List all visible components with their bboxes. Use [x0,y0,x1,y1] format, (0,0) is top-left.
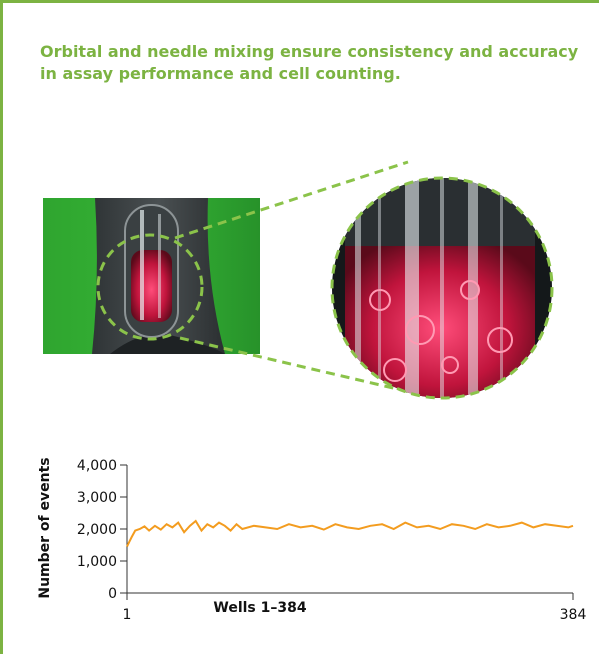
x-tick-label: 384 [560,607,587,623]
y-tick-label: 0 [108,586,117,602]
x-axis-ticks: 1 384 [123,593,587,623]
y-tick-label: 3,000 [77,490,117,506]
y-axis-label: Number of events [37,457,53,599]
headline: Orbital and needle mixing ensure consist… [40,42,579,83]
x-axis-label: Wells 1–384 [213,600,307,616]
x-tick-label: 1 [123,607,132,623]
magnified-well-photo [330,176,554,400]
y-tick-label: 4,000 [77,458,117,474]
zoom-connector-bottom [179,336,411,394]
y-tick-label: 2,000 [77,522,117,538]
y-axis-ticks: 0 1,000 2,000 3,000 4,000 [77,458,127,602]
well-mixing-photo [43,198,260,354]
series-line [126,519,574,548]
zoom-connector-top [174,160,409,240]
chart-axes [126,465,573,594]
y-tick-label: 1,000 [77,554,117,570]
